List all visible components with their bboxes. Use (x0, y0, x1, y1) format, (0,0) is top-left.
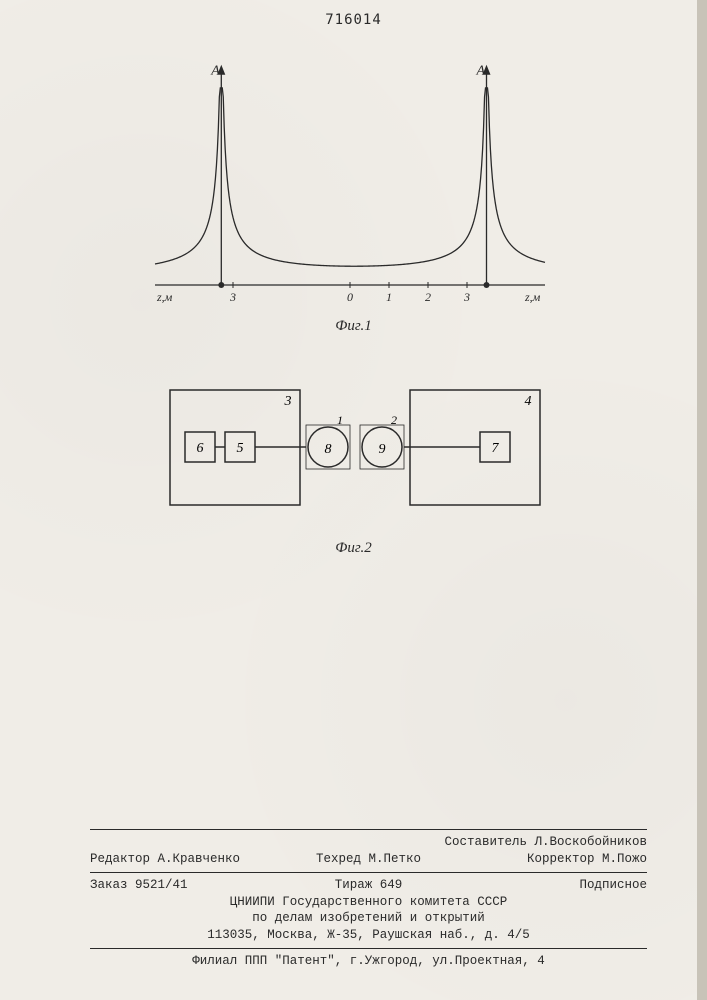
svg-text:4: 4 (525, 394, 532, 409)
editor-label: Редактор (90, 852, 150, 866)
svg-text:5: 5 (237, 441, 244, 456)
svg-text:7: 7 (492, 441, 500, 456)
address-line: 113035, Москва, Ж-35, Раушская наб., д. … (90, 927, 647, 944)
svg-text:6: 6 (197, 441, 204, 456)
tech-label: Техред (316, 852, 361, 866)
svg-text:3: 3 (229, 290, 236, 304)
svg-text:A: A (210, 64, 220, 79)
tirazh-label: Тираж (335, 878, 373, 892)
svg-text:z,м: z,м (524, 290, 541, 304)
svg-text:9: 9 (379, 442, 386, 457)
tech-name: М.Петко (369, 852, 422, 866)
figure-2-diagram: 346578192 (160, 380, 550, 530)
org-line-2: по делам изобретений и открытий (90, 910, 647, 927)
footer-metadata: Составитель Л.Воскобойников Редактор А.К… (90, 825, 647, 970)
figure-2-caption: Фиг.2 (335, 540, 371, 557)
subscription-label: Подписное (461, 877, 647, 894)
figure-1-chart: A A 3 0 1 2 3 z,м z,м (135, 50, 565, 320)
svg-text:3: 3 (463, 290, 470, 304)
compiler-label: Составитель (444, 835, 527, 849)
branch-line: Филиал ППП "Патент", г.Ужгород, ул.Проек… (90, 953, 647, 970)
org-line-1: ЦНИИПИ Государственного комитета СССР (90, 894, 647, 911)
svg-text:A: A (476, 64, 486, 79)
svg-text:8: 8 (325, 442, 332, 457)
svg-text:1: 1 (386, 290, 392, 304)
tirazh-value: 649 (380, 878, 403, 892)
svg-text:3: 3 (284, 394, 292, 409)
svg-text:0: 0 (347, 290, 353, 304)
editor-name: А.Кравченко (158, 852, 241, 866)
svg-text:2: 2 (425, 290, 431, 304)
figure-1-caption: Фиг.1 (335, 318, 371, 335)
page-number: 716014 (325, 12, 382, 28)
svg-text:z,м: z,м (156, 290, 173, 304)
order-number: 9521/41 (135, 878, 188, 892)
order-label: Заказ (90, 878, 128, 892)
compiler-name: Л.Воскобойников (534, 835, 647, 849)
corrector-label: Корректор (527, 852, 595, 866)
corrector-name: М.Пожо (602, 852, 647, 866)
